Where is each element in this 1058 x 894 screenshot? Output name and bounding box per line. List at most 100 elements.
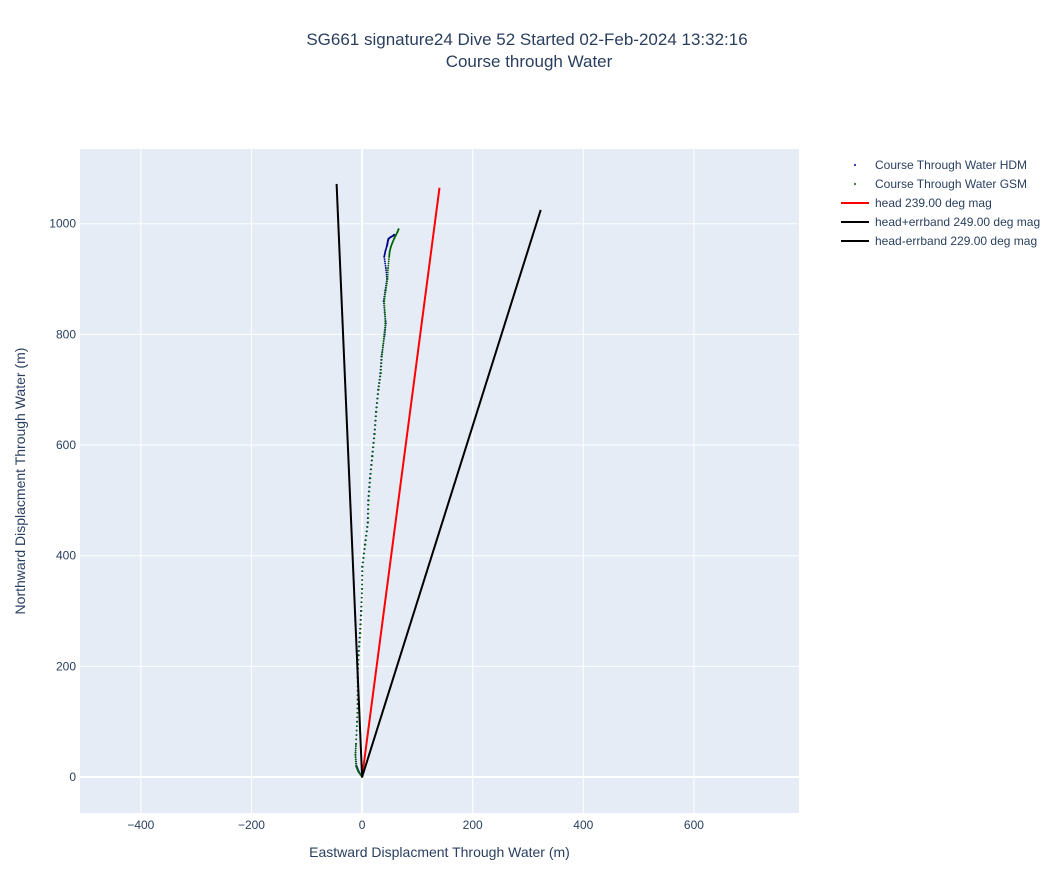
data-point: [356, 716, 359, 719]
data-point: [367, 521, 370, 524]
data-point: [382, 337, 385, 340]
data-point: [382, 342, 385, 345]
data-point: [376, 402, 379, 404]
legend-item[interactable]: Course Through Water GSM: [854, 177, 1027, 191]
data-point: [383, 304, 386, 307]
data-point: [380, 358, 383, 361]
data-point: [383, 309, 386, 311]
series-line: [361, 209, 542, 778]
data-point: [354, 764, 357, 767]
x-axis-title: Eastward Displacment Through Water (m): [309, 844, 570, 860]
data-point: [355, 734, 358, 736]
data-point: [379, 372, 382, 375]
data-point: [370, 464, 373, 466]
data-point: [373, 437, 376, 440]
data-point: [384, 324, 386, 327]
data-point: [354, 758, 357, 761]
legend-label: Course Through Water GSM: [875, 177, 1027, 191]
data-point: [385, 286, 388, 289]
data-point: [354, 756, 357, 759]
data-point: [354, 745, 357, 747]
x-tick-label: 200: [463, 818, 483, 832]
data-point: [361, 579, 364, 581]
data-point: [360, 618, 362, 621]
legend-item[interactable]: head 239.00 deg mag: [841, 196, 992, 210]
data-point: [383, 326, 386, 329]
data-point: [356, 720, 359, 723]
data-point: [361, 587, 364, 590]
series-line: [361, 187, 441, 778]
data-point: [370, 468, 373, 471]
legend-item[interactable]: head-errband 229.00 deg mag: [841, 234, 1037, 248]
legend-swatch: [854, 164, 856, 166]
data-point: [367, 517, 370, 519]
data-point: [375, 410, 378, 413]
data-point: [367, 508, 370, 511]
data-point: [382, 340, 385, 342]
data-point: [383, 302, 386, 305]
data-point: [387, 264, 390, 267]
data-point: [383, 298, 386, 300]
data-point: [358, 645, 361, 648]
data-point: [380, 362, 383, 365]
data-point: [361, 570, 364, 573]
y-tick-label: 800: [56, 327, 76, 341]
data-point: [393, 233, 396, 236]
data-point: [387, 260, 390, 263]
data-point: [383, 333, 386, 336]
series-3: [335, 183, 364, 778]
data-point: [373, 441, 375, 444]
data-point: [387, 269, 389, 272]
data-point: [384, 289, 387, 292]
data-point: [367, 499, 370, 502]
data-point: [383, 295, 386, 298]
data-point: [355, 729, 358, 732]
data-point: [374, 419, 377, 422]
x-tick-label: 400: [573, 818, 593, 832]
data-point: [383, 260, 386, 263]
data-point: [369, 472, 372, 475]
data-point: [387, 262, 390, 265]
data-point: [366, 526, 369, 528]
legend-item[interactable]: Course Through Water HDM: [854, 158, 1027, 172]
data-point: [360, 605, 363, 608]
legend-label: head-errband 229.00 deg mag: [875, 234, 1037, 248]
data-point: [381, 348, 384, 351]
data-point: [380, 368, 382, 371]
data-point: [355, 738, 358, 741]
tick-labels: −400 −200 0 200 400 600 0 200 400 600 800 1000: [49, 217, 704, 832]
data-point: [378, 382, 381, 384]
data-point: [371, 455, 374, 458]
data-point: [365, 539, 367, 542]
data-point: [356, 707, 359, 710]
data-point: [382, 344, 385, 347]
data-point: [360, 596, 363, 599]
data-point: [383, 300, 386, 303]
plot-series: [335, 183, 542, 779]
y-tick-label: 0: [69, 770, 76, 784]
data-point: [384, 293, 387, 296]
data-point: [360, 614, 363, 617]
data-point: [383, 329, 386, 331]
data-point: [357, 654, 360, 657]
data-point: [360, 601, 363, 604]
data-point: [362, 561, 365, 564]
data-point: [373, 432, 376, 435]
data-point: [371, 459, 374, 462]
data-point: [381, 351, 384, 353]
data-point: [397, 228, 400, 231]
data-point: [369, 477, 372, 480]
series-2: [361, 187, 441, 778]
data-point: [381, 346, 384, 349]
data-point: [384, 322, 387, 325]
data-point: [363, 548, 366, 550]
data-point: [361, 583, 364, 586]
x-tick-label: 0: [359, 818, 366, 832]
legend-item[interactable]: head+errband 249.00 deg mag: [841, 215, 1040, 229]
data-point: [374, 424, 377, 427]
legend[interactable]: Course Through Water HDM Course Through W…: [841, 158, 1040, 248]
data-point: [365, 534, 368, 537]
data-point: [385, 284, 388, 287]
data-point: [366, 530, 368, 533]
